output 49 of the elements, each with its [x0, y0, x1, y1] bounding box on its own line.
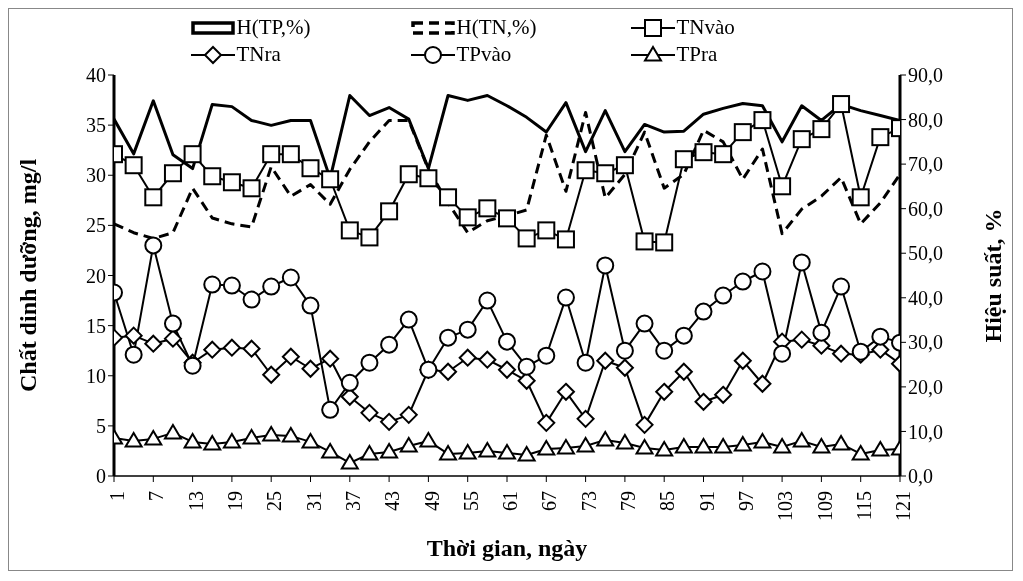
y2-tick-label: 30,0: [908, 331, 943, 354]
x-tick-label: 31: [302, 491, 325, 511]
y-tick-label: 15: [86, 314, 106, 337]
y2-tick-label: 90,0: [908, 64, 943, 87]
y2-axis-title: Hiệu suất, %: [979, 208, 1006, 343]
y-tick-label: 30: [86, 164, 106, 187]
legend-label: TPra: [676, 42, 718, 67]
x-tick-label: 97: [735, 491, 757, 511]
x-tick-label: 25: [263, 491, 286, 511]
legend-label: H(TP,%): [236, 15, 311, 40]
x-tick-label: 1: [106, 491, 129, 501]
x-tick-label: 37: [342, 491, 364, 511]
x-axis-title: Thời gian, ngày: [426, 535, 588, 561]
y-tick-label: 40: [86, 64, 106, 87]
y-tick-label: 10: [86, 364, 106, 387]
y-tick-label: 25: [86, 214, 106, 237]
x-tick-label: 73: [577, 491, 600, 511]
x-tick-label: 61: [499, 491, 522, 511]
x-tick-label: 103: [774, 491, 797, 521]
y-tick-label: 0: [96, 465, 106, 488]
y2-tick-label: 70,0: [908, 153, 943, 176]
y2-tick-label: 80,0: [908, 108, 943, 131]
y2-tick-label: 10,0: [908, 420, 943, 443]
legend-label: TNvào: [676, 15, 735, 40]
x-tick-label: 7: [145, 491, 168, 501]
legend-label: H(TN,%): [456, 15, 537, 40]
x-tick-label: 121: [892, 491, 915, 521]
y2-tick-label: 50,0: [908, 242, 943, 265]
x-tick-label: 19: [224, 491, 247, 511]
legend-label: TNra: [236, 42, 281, 67]
x-tick-label: 109: [813, 491, 836, 521]
y-axis-title: Chất dinh dưỡng, mg/l: [14, 158, 41, 393]
x-tick-label: 43: [381, 491, 404, 511]
y2-tick-label: 0,0: [908, 465, 933, 488]
y2-tick-label: 40,0: [908, 286, 943, 309]
x-tick-label: 79: [617, 491, 640, 511]
y-tick-label: 20: [86, 264, 106, 287]
x-tick-label: 85: [656, 491, 679, 511]
y2-tick-label: 60,0: [908, 197, 943, 220]
y-tick-label: 35: [86, 114, 106, 137]
x-tick-label: 67: [538, 491, 561, 511]
x-tick-label: 13: [184, 491, 207, 511]
y-tick-label: 5: [96, 414, 106, 437]
x-tick-label: 115: [852, 491, 875, 521]
x-tick-label: 49: [420, 491, 443, 511]
x-tick-label: 91: [695, 491, 718, 511]
legend-label: TPvào: [456, 42, 512, 67]
y2-tick-label: 20,0: [908, 375, 943, 398]
x-tick-label: 55: [459, 491, 482, 511]
